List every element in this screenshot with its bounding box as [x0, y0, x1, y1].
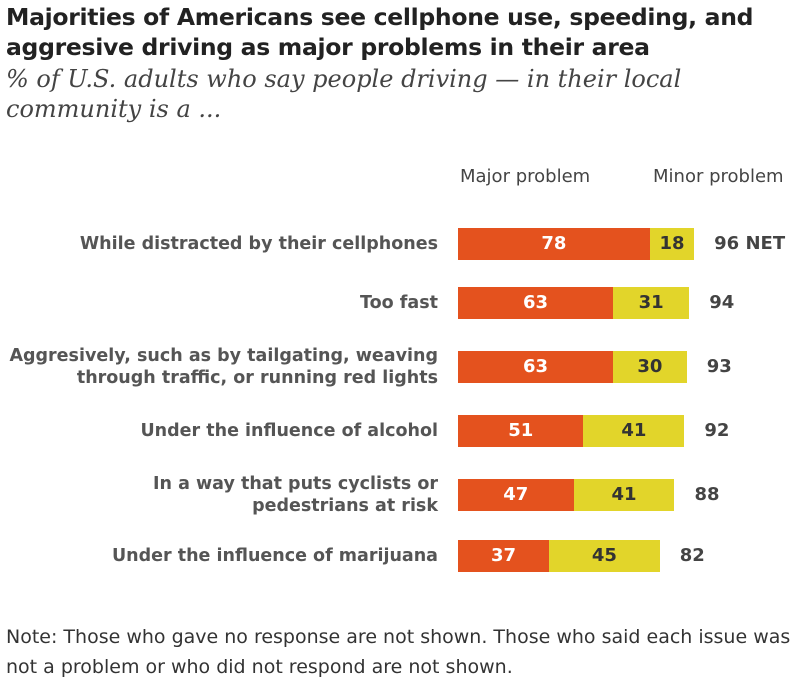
net-label: 94 — [709, 292, 735, 313]
bar-minor — [612, 287, 690, 319]
bar-major — [458, 351, 613, 383]
bar-minor — [573, 479, 675, 511]
category-label: Under the influence of marijuana — [111, 546, 438, 566]
category-label: Under the influence of alcohol — [140, 421, 438, 441]
bar-label-minor: 45 — [591, 545, 617, 566]
bar-label-major: 63 — [522, 292, 549, 313]
chart-subtitle: % of U.S. adults who say people driving … — [6, 65, 682, 123]
bar-major — [458, 540, 550, 572]
net-label: 96 NET — [714, 233, 786, 254]
category-label: While distracted by their cellphones — [79, 234, 438, 254]
net-label: 82 — [679, 545, 705, 566]
bar-label-major: 37 — [490, 545, 517, 566]
net-label: 92 — [704, 420, 730, 441]
bar-major — [458, 228, 650, 260]
category-label: Aggresively, such as by tailgating, weav… — [9, 346, 438, 388]
chart-title: Majorities of Americans see cellphone us… — [6, 3, 754, 61]
bar-minor — [549, 540, 660, 572]
legend-major: Major problem — [460, 166, 591, 187]
bar-major — [458, 415, 584, 447]
net-label: 93 — [706, 356, 732, 377]
bar-label-minor: 18 — [659, 233, 685, 254]
bar-major — [458, 479, 574, 511]
legend-minor: Minor problem — [653, 166, 784, 187]
bar-major — [458, 287, 613, 319]
bar-label-major: 78 — [541, 233, 567, 254]
bar-label-major: 63 — [522, 356, 549, 377]
bar-minor — [612, 351, 687, 383]
category-label: In a way that puts cyclists or pedestria… — [153, 474, 438, 516]
chart-note: Note: Those who gave no response are not… — [6, 626, 791, 678]
category-label: Too fast — [360, 293, 438, 313]
bar-label-minor: 41 — [621, 420, 647, 441]
bar-label-major: 51 — [508, 420, 534, 441]
bar-label-minor: 31 — [638, 292, 664, 313]
bar-minor — [583, 415, 685, 447]
bar-label-major: 47 — [503, 484, 529, 505]
bar-label-minor: 41 — [611, 484, 637, 505]
bar-minor — [649, 228, 695, 260]
bar-label-minor: 30 — [637, 356, 663, 377]
net-label: 88 — [694, 484, 720, 505]
